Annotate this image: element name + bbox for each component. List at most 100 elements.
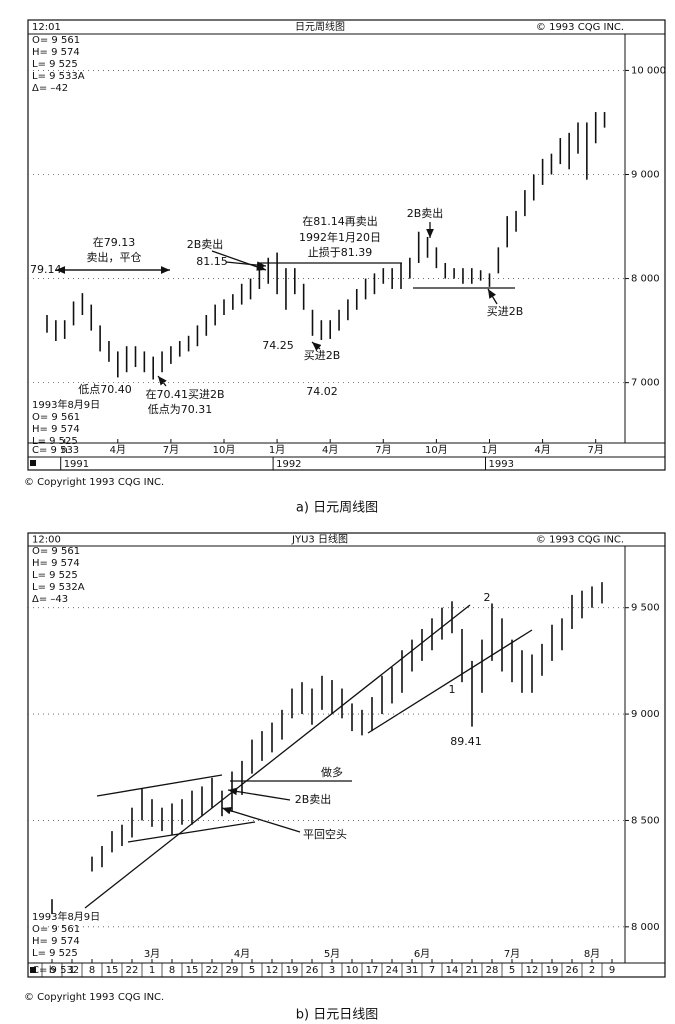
stat: C= 9 533 — [32, 445, 79, 456]
header-title: JYU3 日线图 — [291, 533, 348, 546]
x-tick-label: 10月 — [425, 444, 448, 456]
stat: H= 9 574 — [32, 936, 80, 947]
x-tick-label: 22 — [126, 965, 139, 976]
annotation: 做多 — [321, 765, 343, 779]
x-tick-label: 2 — [589, 965, 595, 976]
y-tick-label: 10 000 — [631, 65, 666, 76]
frame — [27, 532, 666, 978]
month-label: 7月 — [504, 948, 520, 960]
icon — [30, 967, 36, 973]
month-label: 4月 — [234, 948, 250, 960]
annotation: 1992年1月20日 — [299, 230, 381, 244]
annotation: 2B卖出 — [295, 792, 332, 806]
year-label: 1991 — [64, 459, 89, 470]
x-tick-label: 4月 — [110, 444, 126, 456]
x-tick-label: 26 — [306, 965, 319, 976]
x-tick-label: 7月 — [588, 444, 604, 456]
x-tick-label: 17 — [366, 965, 379, 976]
x-tick-label: n — [62, 445, 68, 456]
month-label: 8月 — [584, 948, 600, 960]
annotation: 平回空头 — [303, 827, 347, 841]
annotation: 在79.13 — [93, 236, 136, 249]
annotation: 2B卖出 — [407, 206, 444, 220]
month-label: 6月 — [414, 948, 430, 960]
y-tick-label: 8 000 — [631, 922, 660, 933]
x-tick-label: 12 — [526, 965, 539, 976]
stat: H= 9 574 — [32, 47, 80, 58]
stat: O= 9 561 — [32, 35, 80, 46]
year-label: 1993 — [489, 459, 514, 470]
annotation: 低点为70.31 — [148, 403, 213, 416]
x-tick-label: 1月 — [269, 444, 285, 456]
x-tick-label: 1月 — [481, 444, 497, 456]
stat: Δ= –43 — [32, 594, 68, 605]
annotation: 2B卖出 — [187, 237, 224, 251]
y-tick-label: 9 500 — [631, 603, 660, 614]
annotation-lines — [84, 604, 533, 909]
x-tick-label: 4月 — [534, 444, 550, 456]
x-tick-label: 10月 — [213, 444, 236, 456]
x-tick-label: 19 — [546, 965, 559, 976]
x-tick-label: 10 — [346, 965, 359, 976]
y-tick-label: 7 000 — [631, 378, 660, 389]
x-tick-label: 8 — [169, 965, 175, 976]
stat: 1993年8月9日 — [32, 910, 100, 923]
annotation: 2 — [484, 591, 491, 604]
stat: 1993年8月9日 — [32, 398, 100, 411]
annotation: 低点70.40 — [78, 383, 132, 396]
stat: O= 9 561 — [32, 924, 80, 935]
caption: a) 日元周线图 — [296, 501, 378, 516]
x-tick-label: 12 — [266, 965, 279, 976]
stat: H= 9 574 — [32, 558, 80, 569]
stat: H= 9 574 — [32, 424, 80, 435]
x-tick-label: 28 — [486, 965, 499, 976]
annotation: 81.15 — [196, 255, 228, 268]
x-tick-label: 7 — [429, 965, 435, 976]
annotation: 1 — [449, 683, 456, 696]
annotation: 买进2B — [487, 305, 524, 318]
annotation: 79.14 — [30, 263, 62, 276]
stat: Δ= –42 — [32, 83, 68, 94]
frame — [27, 19, 666, 471]
y-tick-label: 9 000 — [631, 169, 660, 180]
x-tick-label: 14 — [446, 965, 459, 976]
annotation: 89.41 — [450, 735, 482, 748]
stat: L= 9 532A — [32, 582, 85, 593]
stat: O= 9 561 — [32, 546, 80, 557]
annotation: 74.02 — [306, 385, 338, 398]
x-tick-label: 21 — [466, 965, 479, 976]
x-tick-label: 9 — [609, 965, 615, 976]
stat: O= 9 561 — [32, 412, 80, 423]
x-tick-label: 1 — [69, 965, 75, 976]
y-tick-label: 8 000 — [631, 274, 660, 285]
stat: L= 9 525 — [32, 59, 78, 70]
annotation: 止损于81.39 — [308, 245, 373, 259]
caption: b) 日元日线图 — [296, 1008, 378, 1023]
header-copyright: © 1993 CQG INC. — [536, 22, 624, 33]
annotation: 74.25 — [262, 339, 294, 352]
annotation-lines — [55, 222, 515, 387]
x-tick-label: 4月 — [322, 444, 338, 456]
x-tick-label: b — [49, 965, 55, 976]
annotation: 在81.14再卖出 — [302, 214, 378, 228]
x-tick-label: 5 — [509, 965, 515, 976]
x-tick-label: 31 — [406, 965, 419, 976]
y-tick-label: 9 000 — [631, 709, 660, 720]
stat: C= 9 532 — [32, 965, 79, 976]
footer: © Copyright 1993 CQG INC. — [24, 477, 164, 488]
x-tick-label: 7月 — [163, 444, 179, 456]
stat: L= 9 525 — [32, 436, 78, 447]
x-tick-label: 5 — [249, 965, 255, 976]
header-time: 12:01 — [32, 22, 61, 33]
stat: L= 9 533A — [32, 71, 85, 82]
month-label: 3月 — [144, 948, 160, 960]
x-tick-label: 7月 — [375, 444, 391, 456]
x-tick-label: 1 — [149, 965, 155, 976]
x-tick-label: 15 — [106, 965, 119, 976]
footer: © Copyright 1993 CQG INC. — [24, 992, 164, 1003]
x-tick-label: 26 — [566, 965, 579, 976]
x-tick-label: 8 — [89, 965, 95, 976]
stat: L= 9 525 — [32, 570, 78, 581]
